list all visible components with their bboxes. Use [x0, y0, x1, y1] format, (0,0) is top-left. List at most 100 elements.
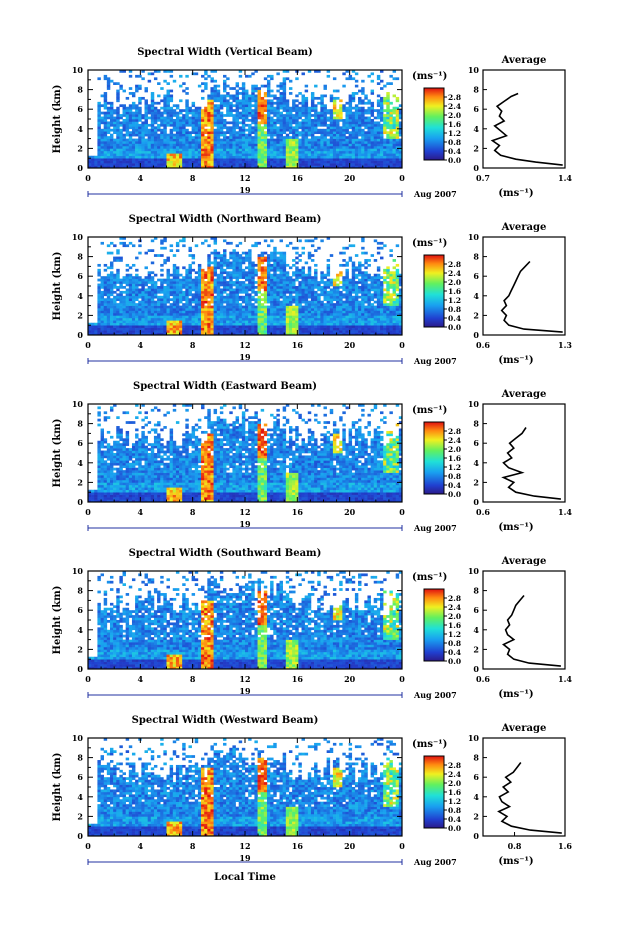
heatmap-cell	[223, 163, 227, 166]
heatmap-cell	[232, 273, 236, 277]
heatmap-cell	[119, 145, 123, 149]
heatmap-cell	[185, 104, 189, 108]
heatmap-cell	[332, 133, 337, 137]
heatmap-cell	[166, 94, 170, 98]
heatmap-cell	[141, 158, 145, 161]
heatmap-cell	[201, 312, 205, 316]
heatmap-cell	[351, 94, 356, 98]
heatmap-cell	[235, 160, 240, 164]
heatmap-cell	[210, 123, 214, 127]
heatmap-cell	[147, 138, 152, 142]
heatmap-cell	[103, 312, 108, 316]
heatmap-cell	[138, 114, 142, 117]
heatmap-cell	[345, 153, 349, 157]
heatmap-cell	[229, 281, 233, 284]
heatmap-cell	[119, 241, 123, 245]
heatmap-cell	[226, 138, 230, 142]
heatmap-cell	[254, 310, 258, 314]
heatmap-cell	[386, 82, 390, 85]
heatmap-cell	[326, 263, 331, 267]
heatmap-cell	[219, 266, 224, 270]
heatmap-cell	[314, 116, 318, 120]
heatmap-cell	[109, 288, 114, 292]
heatmap-cell	[128, 317, 133, 321]
heatmap-cell	[251, 119, 255, 122]
heatmap-cell	[197, 131, 202, 134]
heatmap-cell	[348, 99, 353, 103]
heatmap-cell	[194, 150, 199, 154]
heatmap-cell	[232, 293, 236, 297]
heatmap-cell	[116, 256, 120, 260]
heatmap-cell	[339, 114, 343, 117]
heatmap-cell	[295, 295, 299, 299]
heatmap-cell	[238, 158, 243, 161]
heatmap-cell	[386, 158, 390, 161]
heatmap-cell	[125, 263, 130, 267]
heatmap-cell	[131, 116, 136, 120]
heatmap-cell	[229, 266, 233, 270]
heatmap-cell	[263, 84, 268, 88]
heatmap-cell	[153, 293, 158, 297]
heatmap-cell	[97, 310, 101, 314]
heatmap-cell	[175, 315, 180, 319]
heatmap-cell	[248, 330, 252, 333]
heatmap-cell	[188, 303, 192, 306]
heatmap-cell	[339, 109, 343, 112]
heatmap-cell	[376, 104, 381, 108]
heatmap-cell	[210, 165, 214, 169]
heatmap-cell	[288, 143, 293, 147]
heatmap-cell	[204, 239, 208, 243]
heatmap-cell	[100, 141, 104, 144]
heatmap-cell	[276, 259, 280, 262]
heatmap-cell	[332, 136, 337, 139]
heatmap-cell	[188, 121, 192, 125]
heatmap-cell	[201, 281, 205, 284]
heatmap-cell	[160, 148, 164, 152]
heatmap-cell	[213, 89, 218, 93]
heatmap-cell	[232, 310, 236, 314]
heatmap-cell	[141, 141, 145, 144]
heatmap-cell	[135, 119, 139, 122]
heatmap-cell	[266, 101, 271, 105]
heatmap-cell	[131, 286, 136, 289]
heatmap-cell	[166, 330, 170, 333]
heatmap-cell	[266, 283, 271, 287]
heatmap-cell	[380, 70, 384, 73]
heatmap-cell	[213, 111, 218, 115]
heatmap-cell	[197, 271, 202, 275]
heatmap-cell	[116, 160, 120, 164]
heatmap-cell	[301, 315, 305, 319]
heatmap-cell	[185, 111, 189, 115]
heatmap-cell	[339, 143, 343, 147]
heatmap-cell	[113, 325, 117, 328]
heatmap-cell	[245, 295, 249, 299]
heatmap-cell	[223, 74, 227, 78]
heatmap-cell	[191, 119, 196, 122]
heatmap-cell	[342, 143, 346, 147]
heatmap-cell	[376, 109, 381, 112]
heatmap-cell	[263, 121, 268, 125]
heatmap-cell	[185, 273, 189, 277]
heatmap-cell	[116, 94, 120, 98]
heatmap-cell	[153, 273, 158, 277]
heatmap-cell	[119, 128, 123, 132]
heatmap-cell	[285, 276, 290, 279]
heatmap-cell	[329, 143, 334, 147]
heatmap-cell	[248, 148, 252, 152]
heatmap-cell	[204, 128, 208, 132]
heatmap-cell	[135, 74, 139, 78]
heatmap-cell	[380, 106, 384, 110]
heatmap-cell	[125, 305, 130, 309]
heatmap-cell	[144, 150, 148, 154]
heatmap-cell	[314, 312, 318, 316]
heatmap-cell	[213, 92, 218, 95]
heatmap-cell	[260, 261, 265, 265]
heatmap-cell	[354, 133, 359, 137]
heatmap-cell	[307, 163, 312, 166]
heatmap-cell	[113, 163, 117, 166]
y-tick-label: 6	[77, 104, 83, 114]
heatmap-cell	[358, 114, 362, 117]
heatmap-cell	[166, 136, 170, 139]
heatmap-cell	[160, 145, 164, 149]
heatmap-cell	[367, 133, 371, 137]
